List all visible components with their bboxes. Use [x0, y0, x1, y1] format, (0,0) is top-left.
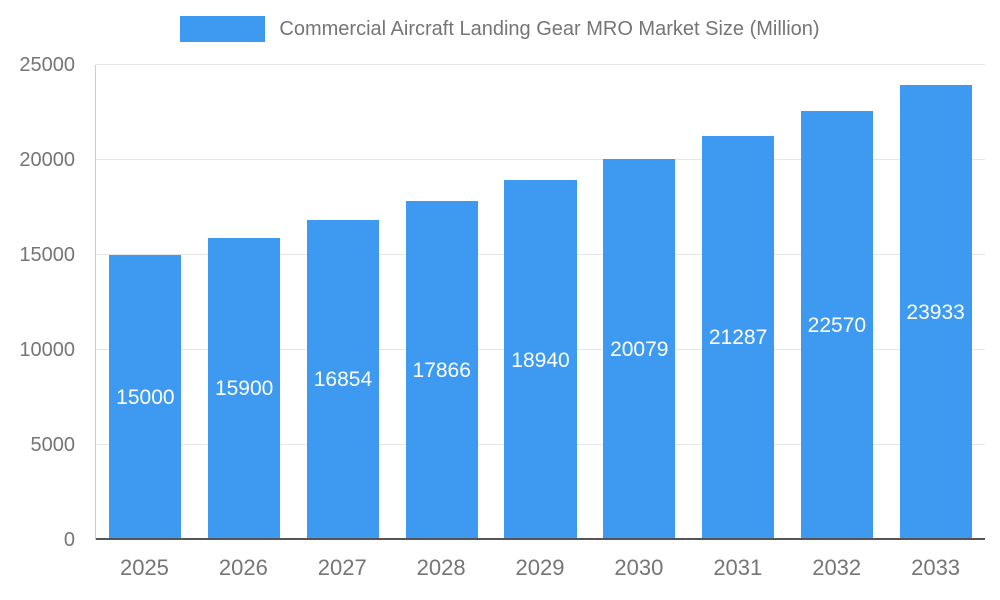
- bar-2025: 15000: [109, 255, 182, 540]
- bar-slot: 21287: [689, 65, 788, 540]
- gridline: [96, 64, 985, 65]
- bar-slot: 15900: [195, 65, 294, 540]
- bar-slot: 20079: [590, 65, 689, 540]
- bar-slot: 17866: [392, 65, 491, 540]
- bar-value-label: 21287: [708, 326, 768, 350]
- bar-2027: 16854: [306, 219, 379, 540]
- bar-2033: 23933: [899, 85, 972, 540]
- bar-value-label: 23933: [906, 301, 965, 325]
- bar-slot: 16854: [294, 65, 393, 540]
- bar-2030: 20079: [603, 158, 676, 540]
- bar-slot: 15000: [96, 65, 195, 540]
- y-axis: 0 5000 10000 15000 20000 25000: [0, 55, 85, 550]
- x-tick-label: 2028: [416, 555, 466, 580]
- x-tick-label: 2033: [911, 555, 961, 580]
- x-tick-label: 2027: [317, 555, 367, 580]
- bar-slot: 23933: [886, 65, 985, 540]
- bars-container: 15000 15900 16854 17866 18940 20079 21287 22570…: [96, 65, 985, 540]
- x-tick-label: 2030: [614, 555, 664, 580]
- bar-2026: 15900: [208, 237, 281, 540]
- bar-value-label: 18940: [511, 348, 570, 372]
- y-tick-label: 20000: [19, 149, 75, 171]
- bar-value-label: 16854: [313, 368, 373, 392]
- y-tick-label: 15000: [19, 244, 75, 266]
- x-tick-label: 2025: [119, 555, 169, 580]
- bar-value-label: 15900: [214, 377, 274, 401]
- bar-2029: 18940: [504, 180, 577, 540]
- x-axis: 2025 2026 2027 2028 2029 2030 2031 2032 2033: [95, 548, 985, 588]
- plot-area: 15000 15900 16854 17866 18940 20079 21287 22570…: [95, 64, 985, 540]
- gridline: [96, 159, 985, 160]
- bar-value-label: 15000: [116, 386, 175, 409]
- bar-value-label: 22570: [807, 314, 867, 338]
- bar-2028: 17866: [405, 200, 478, 540]
- legend-swatch: [180, 16, 266, 42]
- bar-2031: 21287: [702, 135, 775, 540]
- y-tick-label: 10000: [19, 339, 75, 361]
- y-tick-label: 0: [63, 529, 75, 551]
- y-tick-label: 5000: [30, 434, 76, 456]
- x-tick-label: 2026: [218, 555, 268, 580]
- bar-value-label: 17866: [412, 358, 471, 382]
- x-tick-label: 2029: [515, 555, 565, 580]
- x-tick-label: 2031: [713, 555, 763, 580]
- y-tick-label: 25000: [19, 54, 75, 76]
- bar-slot: 18940: [491, 65, 590, 540]
- chart-title: Commercial Aircraft Landing Gear MRO Mar…: [279, 17, 820, 40]
- x-tick-label: 2032: [812, 555, 862, 580]
- bar-2032: 22570: [800, 111, 873, 540]
- legend: Commercial Aircraft Landing Gear MRO Mar…: [0, 14, 1000, 44]
- x-axis-baseline: [96, 538, 985, 540]
- bar-value-label: 20079: [610, 337, 669, 361]
- bar-slot: 22570: [787, 65, 886, 540]
